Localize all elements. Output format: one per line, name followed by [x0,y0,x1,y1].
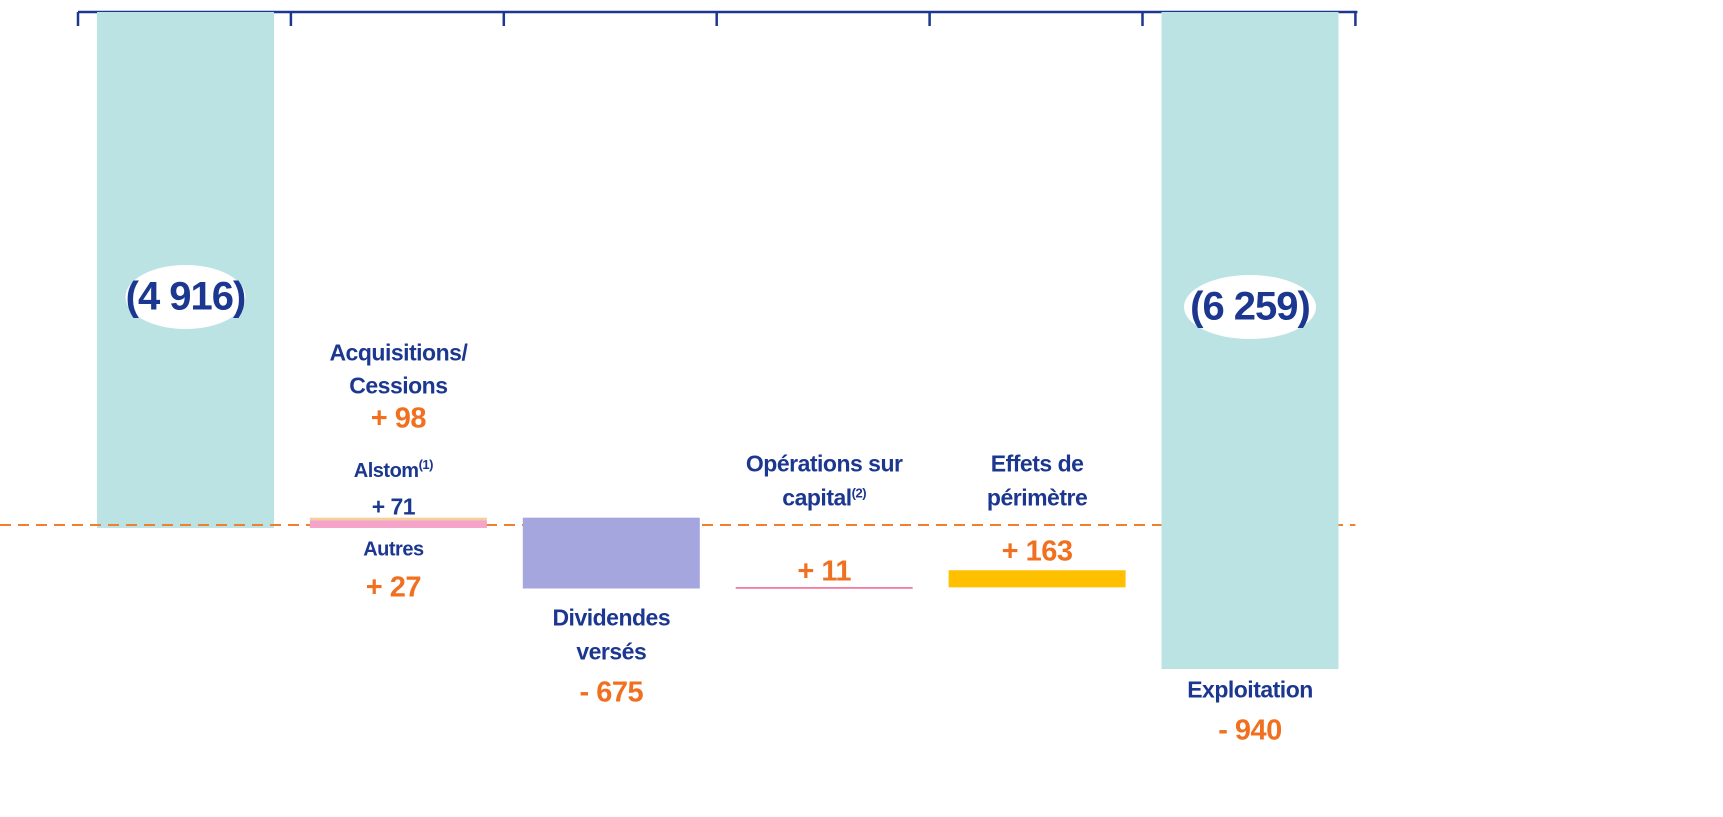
step-value-text: - 675 [579,676,644,709]
part-value: + 71 [371,493,416,521]
part-value-text: + 71 [371,493,416,520]
step-name: capital(2) [782,485,866,512]
step-name-text: Acquisitions/ [329,339,468,366]
step-bar [948,570,1126,588]
step-name: versés [576,639,646,666]
footnote-mark: (2) [851,485,867,501]
part-name-text: Autres [363,538,424,561]
part-name-text: Alstom [353,460,419,482]
end-bar [1161,12,1339,669]
step-name: Exploitation [1187,677,1313,704]
step-value-text: + 11 [797,555,852,588]
step-value-text: - 940 [1218,714,1282,747]
step-name: Effets de [991,451,1084,478]
step-bar [522,517,700,589]
part-value-text: + 27 [365,571,422,604]
step-value: + 98 [370,402,427,436]
step-name: Opérations sur [746,451,903,478]
step-name: Dividendes [552,605,670,632]
total-badge [125,265,246,329]
step-bar [735,587,913,589]
part-bar [309,517,487,521]
step-name-text: Opérations sur [745,450,903,477]
step-name-text: Exploitation [1187,676,1313,703]
end-total-text: (6 259) [1190,284,1311,329]
step-name-text: périmètre [986,484,1088,511]
step-name: périmètre [986,484,1088,512]
part-bar [309,520,487,528]
part-name: Autres [363,538,424,562]
step-name-text: versés [576,638,647,665]
step-value: + 163 [1002,536,1073,569]
step-name-text: Dividendes [552,604,671,631]
step-value-text: + 163 [1001,535,1073,568]
total-badge [1184,275,1316,339]
start-total: (4 916) [125,274,247,320]
step-name-text: Effets de [990,450,1084,477]
step-name: Acquisitions/ [329,340,467,367]
start-total-text: (4 916) [125,274,247,319]
step-name-text: Cessions [349,372,448,399]
part-value: + 27 [365,571,422,605]
step-value: - 675 [579,677,643,710]
step-value: - 940 [1218,715,1282,748]
step-name-text: capital [782,484,852,511]
step-value: + 11 [797,556,851,589]
part-name: Alstom(1) [353,457,434,483]
step-name: Cessions [349,372,448,400]
footnote-mark: (1) [418,457,434,472]
step-value-text: + 98 [370,402,427,435]
end-total: (6 259) [1190,284,1311,330]
